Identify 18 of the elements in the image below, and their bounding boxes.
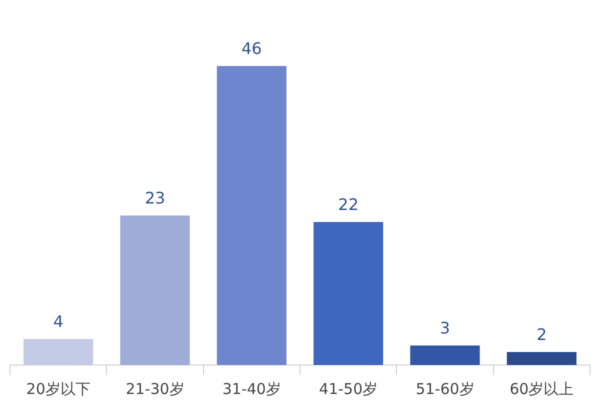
x-tick-label: 20岁以下 <box>26 380 90 398</box>
bar <box>410 346 480 365</box>
x-tick-label: 51-60岁 <box>416 380 474 398</box>
x-tick-label: 60岁以上 <box>510 380 574 398</box>
bar <box>120 216 190 365</box>
data-label: 23 <box>144 188 166 208</box>
x-tick-label: 21-30岁 <box>126 380 184 398</box>
data-label: 22 <box>338 195 359 214</box>
bar <box>506 352 576 365</box>
data-label: 2 <box>536 325 547 344</box>
data-label: 3 <box>440 318 450 338</box>
x-tick-label: 31-40岁 <box>222 380 281 398</box>
data-label: 4 <box>53 312 64 332</box>
bar <box>24 339 94 365</box>
data-label: 46 <box>241 39 262 58</box>
x-tick-label: 41-50岁 <box>319 380 378 398</box>
bar <box>314 222 384 365</box>
bar <box>216 66 286 365</box>
